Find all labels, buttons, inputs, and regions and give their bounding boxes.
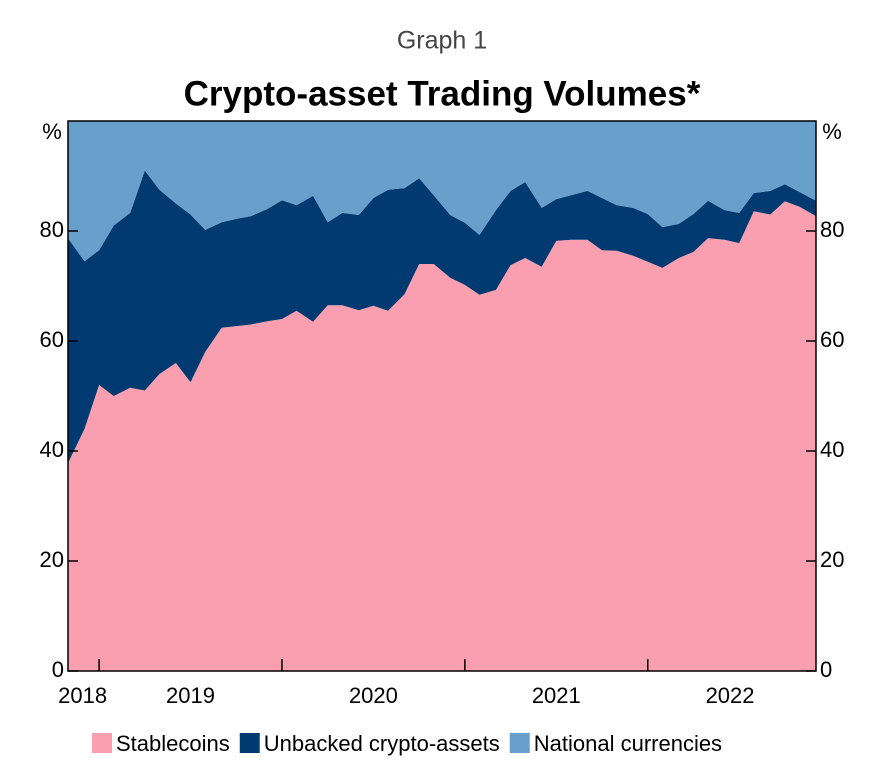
x-tick-label: 2021 (532, 683, 581, 708)
x-tick-label: 2022 (706, 683, 755, 708)
area (68, 121, 816, 262)
y-tick-label: 0 (52, 657, 64, 682)
x-tick-label: 2019 (166, 683, 215, 708)
chart-title: Crypto-asset Trading Volumes* (184, 74, 701, 113)
legend-label: Stablecoins (116, 731, 230, 756)
area (68, 170, 816, 464)
y-tick-label: 40 (820, 437, 844, 462)
legend-label: National currencies (534, 731, 722, 756)
y-tick-label: 20 (40, 547, 64, 572)
plot-frame (67, 120, 817, 672)
y-tick-label: 60 (40, 327, 64, 352)
legend-swatch (92, 733, 112, 753)
y-unit-left: % (42, 119, 62, 144)
y-tick-label: 60 (820, 327, 844, 352)
y-tick-label: 20 (820, 547, 844, 572)
x-tick-label: 2018 (58, 683, 107, 708)
legend-label: Unbacked crypto-assets (264, 731, 500, 756)
y-unit-right: % (822, 119, 842, 144)
y-tick-label: 80 (820, 217, 844, 242)
legend-swatch (239, 733, 260, 753)
legend-swatch (509, 733, 530, 753)
y-tick-label: 40 (40, 437, 64, 462)
area (68, 201, 816, 672)
x-tick-label: 2020 (349, 683, 398, 708)
chart-supertitle: Graph 1 (397, 27, 487, 55)
y-tick-label: 80 (40, 217, 64, 242)
y-tick-label: 0 (820, 657, 832, 682)
